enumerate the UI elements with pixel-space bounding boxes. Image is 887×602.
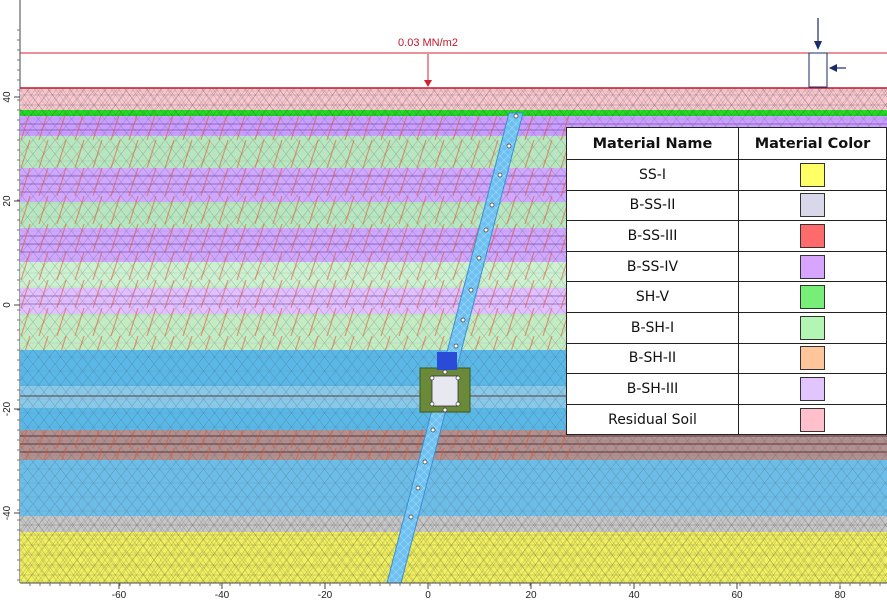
load-arrow-head (424, 80, 432, 87)
material-swatch (800, 223, 825, 248)
legend-row: Residual Soil (566, 403, 887, 436)
material-color-cell (738, 250, 887, 283)
material-name: SH-V (566, 281, 739, 313)
legend-header-color: Material Color (738, 127, 887, 160)
y-tick-label: 0 (2, 302, 13, 308)
material-color-cell (738, 189, 887, 222)
tunnel-opening (431, 375, 459, 407)
y-tick-label: -20 (2, 401, 13, 416)
legend-row: B-SH-I (566, 311, 887, 344)
material-name: B-SS-IV (566, 250, 739, 283)
legend-row: SH-V (566, 281, 887, 313)
excavation-support (419, 352, 471, 413)
material-color-cell (738, 311, 887, 344)
x-tick-label: -60 (112, 590, 127, 601)
tunnel-crown (437, 352, 457, 370)
material-swatch (800, 315, 825, 340)
legend-header-name: Material Name (566, 127, 739, 160)
y-axis-ticks: 40 20 0 -20 -40 (2, 29, 20, 581)
material-swatch (800, 193, 825, 218)
y-tick-label: -40 (2, 505, 13, 520)
x-axis-ticks: -60 -40 -20 0 20 40 60 80 (29, 583, 881, 601)
x-tick-label: -20 (318, 590, 333, 601)
material-name: SS-I (566, 159, 739, 191)
x-tick-label: 20 (525, 590, 537, 601)
material-color-cell (738, 373, 887, 405)
material-swatch (800, 254, 825, 279)
material-name: B-SH-II (566, 342, 739, 375)
x-tick-label: 40 (628, 590, 640, 601)
material-swatch (800, 407, 825, 432)
x-axis-area (0, 583, 887, 602)
x-tick-label: 80 (834, 590, 846, 601)
x-tick-label: -40 (215, 590, 230, 601)
y-tick-label: 40 (2, 91, 13, 103)
material-swatch (800, 346, 825, 371)
legend-row: B-SH-III (566, 373, 887, 405)
legend-row: B-SS-III (566, 220, 887, 252)
x-tick-label: 0 (425, 590, 431, 601)
distributed-load: 0.03 MN/m2 (20, 37, 887, 89)
legend-row: B-SH-II (566, 342, 887, 375)
material-name: B-SH-I (566, 311, 739, 344)
material-swatch (800, 285, 825, 310)
legend-row: SS-I (566, 159, 887, 191)
material-color-cell (738, 220, 887, 252)
material-color-cell (738, 281, 887, 313)
load-label: 0.03 MN/m2 (398, 37, 458, 49)
legend-row: B-SS-IV (566, 250, 887, 283)
material-name: Residual Soil (566, 403, 739, 436)
material-legend: Material Name Material Color SS-I B-SS-II… (566, 127, 887, 436)
material-color-cell (738, 342, 887, 375)
material-swatch (800, 162, 825, 187)
x-tick-label: 60 (731, 590, 743, 601)
material-name: B-SS-III (566, 220, 739, 252)
joint-set (20, 116, 580, 350)
material-color-cell (738, 159, 887, 191)
y-axis-area (0, 0, 20, 583)
boundary-marker (808, 18, 846, 88)
legend-row: B-SS-II (566, 189, 887, 222)
material-swatch (800, 376, 825, 401)
material-name: B-SH-III (566, 373, 739, 405)
material-name: B-SS-II (566, 189, 739, 222)
material-color-cell (738, 403, 887, 436)
y-tick-label: 20 (2, 195, 13, 207)
